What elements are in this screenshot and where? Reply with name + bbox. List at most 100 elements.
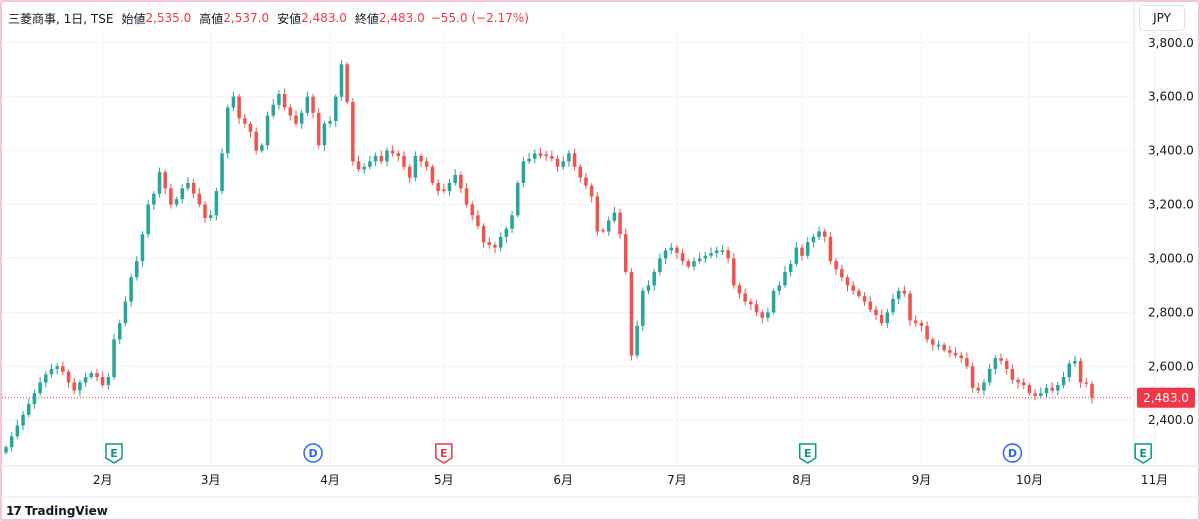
event-marker-label: E <box>1139 447 1147 460</box>
candle-body <box>823 231 827 237</box>
candle-body <box>282 94 287 108</box>
candle-body <box>208 215 213 218</box>
candle-body <box>732 258 736 286</box>
candle-body <box>55 366 59 369</box>
candle <box>260 143 264 153</box>
candle <box>703 251 708 264</box>
symbol-info[interactable]: 三菱商事, 1日, TSE <box>8 11 114 26</box>
candle-body <box>487 242 492 245</box>
candle <box>464 182 469 208</box>
candle <box>1010 364 1015 384</box>
candle <box>555 155 560 172</box>
candle-body <box>840 269 844 278</box>
candle <box>987 363 992 386</box>
candle-body <box>726 250 730 259</box>
candle-body <box>294 115 298 124</box>
candle-body <box>777 285 782 291</box>
candle <box>191 179 196 199</box>
candle <box>891 293 895 316</box>
y-tick-label: 2,400.0 <box>1148 413 1194 427</box>
candle <box>129 274 133 307</box>
candle <box>800 244 804 261</box>
candle-body <box>95 373 99 378</box>
candle-body <box>533 153 537 159</box>
candle <box>424 157 429 171</box>
low-value: 2,483.0 <box>301 11 347 25</box>
candle <box>1090 381 1094 404</box>
candle <box>965 352 969 369</box>
candle <box>220 148 224 195</box>
candle <box>635 320 639 359</box>
candle-body <box>703 255 708 259</box>
candle <box>453 169 457 186</box>
candle-body <box>885 312 890 324</box>
candle <box>760 309 764 324</box>
candle <box>794 241 799 267</box>
candle-body <box>601 229 605 232</box>
candle-body <box>993 358 998 369</box>
candle-body <box>510 215 514 229</box>
candle-body <box>78 382 82 391</box>
candle-body <box>669 247 674 251</box>
x-tick-label: 2月 <box>93 473 113 487</box>
candle-body <box>697 258 702 262</box>
candle-body <box>658 258 662 272</box>
candle-body <box>987 368 992 383</box>
high-label: 高値 <box>199 11 224 26</box>
candle-body <box>112 339 116 378</box>
candle <box>550 150 554 162</box>
candle-body <box>32 393 37 404</box>
candle-body <box>231 96 236 108</box>
candle-body <box>169 188 173 205</box>
candle <box>709 247 713 259</box>
low-label: 安値 <box>277 11 302 26</box>
candle-body <box>328 120 332 124</box>
candle <box>396 150 401 162</box>
candle <box>948 346 952 358</box>
candle <box>1084 377 1089 388</box>
candle-body <box>89 373 94 378</box>
x-tick-label: 8月 <box>792 473 812 487</box>
candle <box>208 209 213 221</box>
candle-body <box>21 414 25 426</box>
candle-body <box>237 96 241 119</box>
candle-body <box>339 64 344 97</box>
candle <box>1022 378 1026 390</box>
candle-body <box>1050 387 1054 391</box>
candle-body <box>675 247 679 254</box>
candle-body <box>925 325 929 340</box>
candle <box>282 88 287 111</box>
tradingview-logo[interactable]: 17 TradingView <box>6 502 108 520</box>
candle <box>743 288 747 306</box>
candle <box>919 320 924 332</box>
candle-body <box>407 166 412 178</box>
candle-body <box>862 296 867 302</box>
event-marker-label: E <box>804 447 812 460</box>
candle-body <box>243 118 247 124</box>
candle <box>498 232 503 252</box>
candle <box>430 164 435 186</box>
candle-body <box>635 325 639 356</box>
candle <box>788 260 793 277</box>
currency-button[interactable]: JPY <box>1139 5 1185 31</box>
candle <box>515 180 520 218</box>
candle-body <box>891 298 895 313</box>
candle <box>1033 389 1037 401</box>
candle <box>1039 387 1043 399</box>
candle <box>146 199 150 238</box>
candle <box>26 398 31 418</box>
axis-labels: 2,400.0 2,600.0 2,800.0 3,000.0 3,200.0 3,400… <box>93 36 1195 487</box>
candle-body <box>800 247 804 256</box>
candle <box>254 127 258 155</box>
last-price-label: 2,483.0 <box>1143 391 1189 405</box>
candle-body <box>186 182 190 189</box>
candle-body <box>584 177 588 186</box>
candle-body <box>345 64 349 103</box>
change-value: −55.0 (−2.17%) <box>430 11 529 25</box>
candle-body <box>737 285 742 294</box>
candle <box>21 411 25 431</box>
candle <box>265 111 270 150</box>
candle-body <box>1090 383 1094 398</box>
candle <box>436 178 440 196</box>
